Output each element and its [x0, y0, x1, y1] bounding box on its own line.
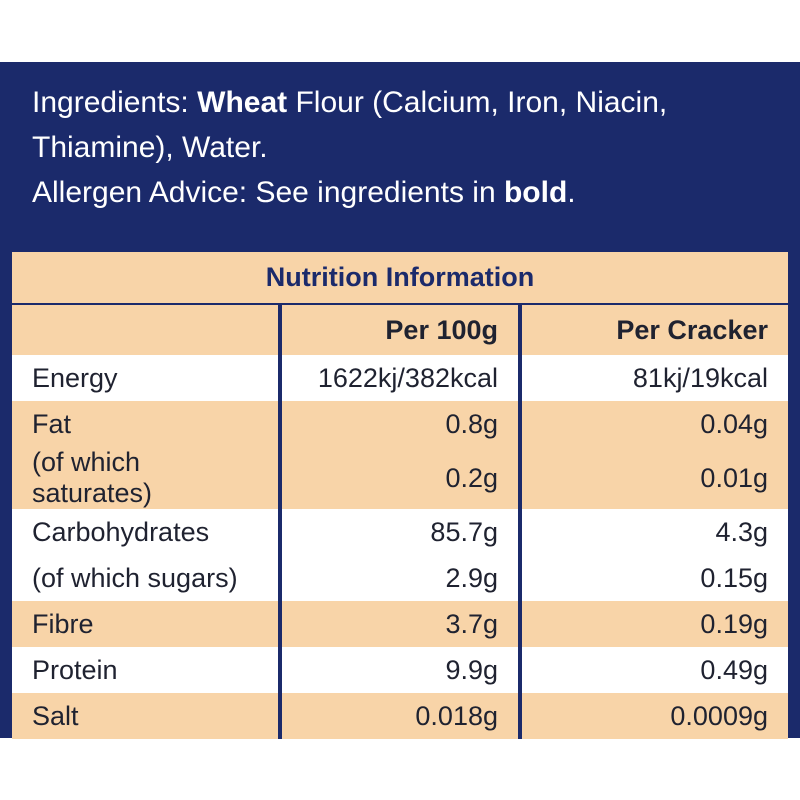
ingredients-rest: Flour (Calcium, Iron, Niacin, Thiamine),… — [32, 86, 668, 164]
nutrition-table: Nutrition Information Per 100g Per Crack… — [12, 252, 788, 739]
allergen-line: Allergen Advice: See ingredients in bold… — [32, 170, 752, 215]
ingredients-text: Ingredients: Wheat Flour (Calcium, Iron,… — [32, 80, 752, 215]
title-row: Nutrition Information — [12, 252, 788, 305]
nutrient-name: (of which saturates) — [12, 447, 280, 509]
table-title: Nutrition Information — [12, 252, 788, 305]
nutrient-value: 0.04g — [518, 401, 788, 447]
nutrient-value: 85.7g — [278, 509, 520, 555]
ingredients-bold: Wheat — [197, 86, 288, 119]
nutrition-row: Fibre 3.7g 0.19g — [12, 601, 788, 647]
nutrient-value: 9.9g — [278, 647, 520, 693]
nutrient-value: 0.01g — [518, 447, 788, 509]
nutrient-value: 0.49g — [518, 647, 788, 693]
nutrient-value: 0.0009g — [518, 693, 788, 739]
label-panel: Ingredients: Wheat Flour (Calcium, Iron,… — [0, 62, 800, 739]
nutrition-row: (of which sugars) 2.9g 0.15g — [12, 555, 788, 601]
nutrient-name: Fibre — [12, 601, 280, 647]
nutrient-value: 2.9g — [278, 555, 520, 601]
ingredients-line: Ingredients: Wheat Flour (Calcium, Iron,… — [32, 80, 752, 170]
nutrient-name: Salt — [12, 693, 280, 739]
allergen-end: . — [567, 176, 576, 209]
nutrient-value: 4.3g — [518, 509, 788, 555]
nutrition-row: (of which saturates) 0.2g 0.01g — [12, 447, 788, 509]
nutrition-row: Carbohydrates 85.7g 4.3g — [12, 509, 788, 555]
nutrient-name: Fat — [12, 401, 280, 447]
nutrient-value: 0.15g — [518, 555, 788, 601]
header-blank — [12, 304, 280, 355]
header-row: Per 100g Per Cracker — [12, 304, 788, 355]
nutrient-value: 0.018g — [278, 693, 520, 739]
allergen-bold: bold — [503, 176, 568, 209]
nutrient-name: (of which sugars) — [12, 555, 280, 601]
allergen-text: Allergen Advice: See ingredients in — [32, 176, 496, 209]
nutrient-name: Carbohydrates — [12, 509, 280, 555]
header-cell: Per 100g — [278, 304, 520, 355]
nutrient-value: 0.19g — [518, 601, 788, 647]
nutrition-row: Salt 0.018g 0.0009g — [12, 693, 788, 739]
nutrient-value: 3.7g — [278, 601, 520, 647]
nutrient-value: 0.2g — [278, 447, 520, 509]
nutrient-value: 0.8g — [278, 401, 520, 447]
nutrition-row: Protein 9.9g 0.49g — [12, 647, 788, 693]
ingredients-label: Ingredients: — [32, 86, 189, 119]
nutrition-row: Fat 0.8g 0.04g — [12, 401, 788, 447]
nutrient-name: Energy — [12, 355, 280, 401]
nutrient-value: 1622kj/382kcal — [278, 355, 520, 401]
nutrient-value: 81kj/19kcal — [518, 355, 788, 401]
header-cell: Per Cracker — [518, 304, 788, 355]
nutrient-name: Protein — [12, 647, 280, 693]
nutrition-row: Energy 1622kj/382kcal 81kj/19kcal — [12, 355, 788, 401]
